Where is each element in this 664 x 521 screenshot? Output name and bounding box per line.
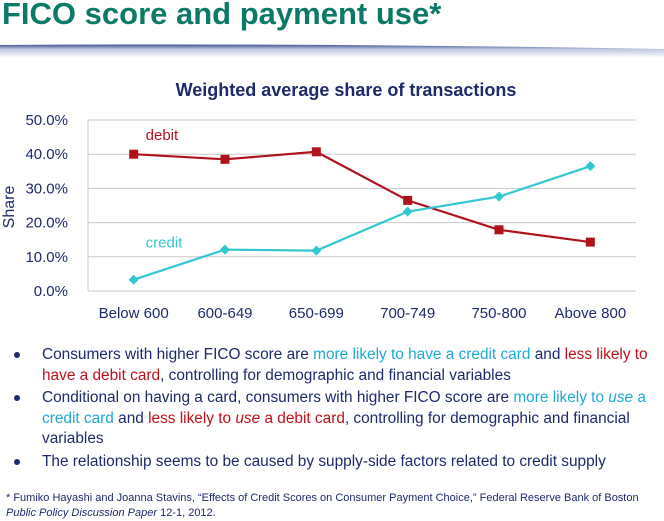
bullet-text-segment: and (113, 409, 149, 427)
x-tick-label: 750-800 (471, 305, 526, 322)
footnote-source-detail: 12-1, 2012. (157, 507, 216, 519)
credit-point (311, 245, 322, 256)
bullet-item: The relationship seems to be caused by s… (14, 452, 662, 473)
gridlines (87, 119, 636, 292)
x-axis-ticks: Below 600 600-649 650-699 700-749 750-800 Abo… (99, 305, 627, 322)
title-divider (0, 44, 664, 58)
footnote-source-title: Public Policy Discussion Paper (6, 507, 158, 519)
bullet-text-segment: more likely to (513, 389, 609, 406)
debit-point (494, 225, 504, 235)
credit-point (494, 191, 504, 202)
bullet-text-segment: use (608, 389, 634, 406)
y-tick-label: 40.0% (25, 146, 68, 163)
bullet-text-segment: less likely to have a debit card (42, 346, 648, 384)
y-tick-label: 20.0% (25, 215, 68, 232)
y-tick-label: 0.0% (34, 283, 68, 300)
credit-point (220, 244, 230, 255)
y-tick-label: 10.0% (25, 249, 68, 266)
credit-series-label: credit (146, 235, 184, 252)
credit-series: credit (128, 161, 596, 285)
debit-series: debit (129, 127, 595, 247)
x-tick-label: Below 600 (99, 305, 169, 322)
debit-point (220, 154, 230, 164)
y-axis-label: Share (1, 186, 18, 229)
debit-point (403, 195, 413, 205)
chart-area: Weighted average share of transactions S… (0, 70, 664, 340)
bullet-text-segment: less likely to (148, 409, 236, 427)
y-axis-ticks: 0.0% 10.0% 20.0% 30.0% 40.0% 50.0% (25, 112, 68, 300)
debit-series-label: debit (146, 127, 179, 144)
debit-point (585, 237, 595, 247)
x-tick-label: 700-749 (380, 305, 435, 322)
bullet-text-segment: , controlling for demographic and financ… (160, 366, 511, 384)
bullet-text-segment: and (530, 346, 565, 363)
x-tick-label: 650-699 (289, 305, 344, 322)
credit-point (402, 206, 413, 217)
slide-title: FICO score and payment use* (2, 0, 442, 31)
debit-line (133, 150, 591, 244)
credit-point (585, 161, 596, 172)
bullet-text-segment: more likely to have a credit card (313, 346, 531, 363)
bullet-text-segment: The relationship seems to be caused by s… (42, 452, 606, 470)
footnote: * Fumiko Hayashi and Joanna Stavins, “Ef… (6, 491, 662, 521)
debit-point (129, 149, 139, 159)
bullet-item: Consumers with higher FICO score are mor… (14, 345, 662, 386)
chart-title: Weighted average share of transactions (176, 80, 517, 100)
credit-line (133, 165, 591, 281)
bullet-list: Consumers with higher FICO score are mor… (14, 345, 662, 474)
bullet-text-segment: Conditional on having a card, consumers … (42, 389, 514, 406)
bullet-text-segment: use (235, 409, 261, 427)
bullet-item: Conditional on having a card, consumers … (14, 388, 662, 450)
y-tick-label: 50.0% (25, 112, 68, 129)
bullet-text-segment: a debit card (260, 409, 345, 427)
credit-point (128, 274, 139, 285)
line-chart: Weighted average share of transactions S… (1, 80, 636, 322)
bullet-text-segment: a credit card (42, 389, 646, 427)
debit-point (311, 147, 321, 157)
x-tick-label: Above 800 (554, 305, 626, 322)
footnote-citation: * Fumiko Hayashi and Joanna Stavins, “Ef… (6, 492, 639, 504)
bullet-text-segment: Consumers with higher FICO score are (42, 346, 314, 363)
series: debit credit (128, 127, 596, 285)
bullet-text-segment: , controlling for demographic and financ… (42, 409, 630, 448)
y-tick-label: 30.0% (25, 180, 68, 197)
x-tick-label: 600-649 (197, 305, 252, 322)
